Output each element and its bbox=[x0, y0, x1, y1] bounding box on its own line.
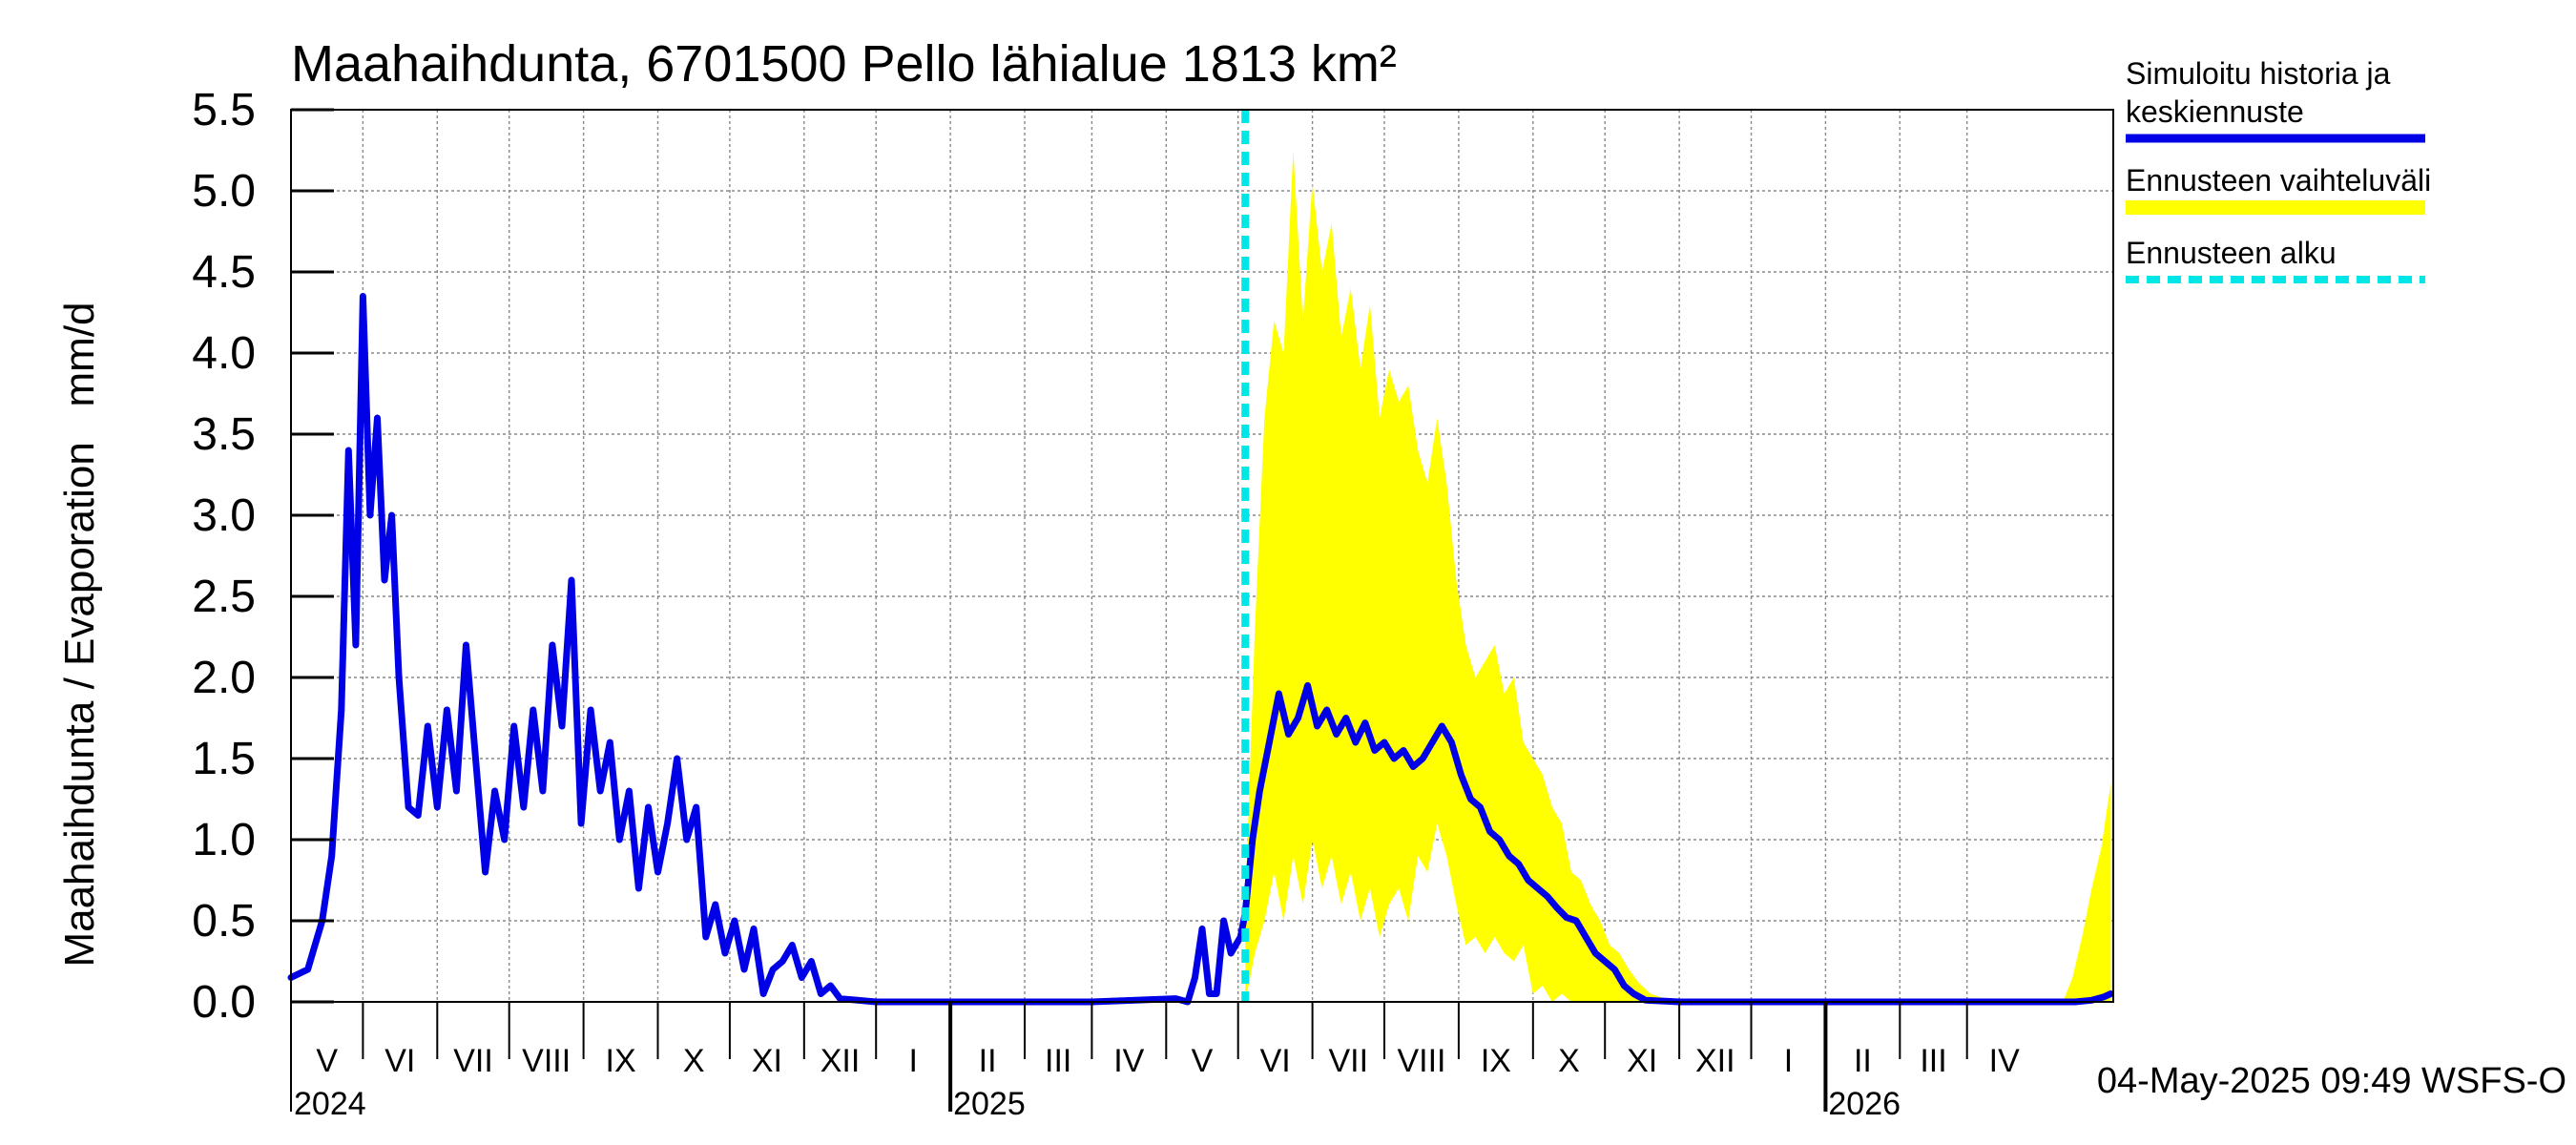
month-label: III bbox=[1920, 1043, 1946, 1079]
month-label: II bbox=[1854, 1043, 1872, 1079]
month-label: V bbox=[316, 1043, 338, 1079]
month-label: XI bbox=[752, 1043, 782, 1079]
y-tick-label: 3.0 bbox=[192, 490, 256, 541]
month-label: VII bbox=[453, 1043, 493, 1079]
year-label: 2026 bbox=[1828, 1086, 1901, 1122]
legend-label-simulated-line2: keskiennuste bbox=[2126, 94, 2304, 129]
y-tick-label: 0.0 bbox=[192, 977, 256, 1028]
year-label: 2024 bbox=[294, 1086, 366, 1122]
month-label: III bbox=[1045, 1043, 1071, 1079]
month-label: VII bbox=[1329, 1043, 1369, 1079]
month-label: XII bbox=[821, 1043, 861, 1079]
year-label: 2025 bbox=[953, 1086, 1026, 1122]
month-label: XI bbox=[1627, 1043, 1657, 1079]
month-label: VIII bbox=[1397, 1043, 1445, 1079]
y-axis: 0.0 0.5 1.0 1.5 2.0 2.5 3.0 3.5 4.0 4.5 5.0 5.5 bbox=[192, 85, 334, 1028]
y-tick-label: 1.5 bbox=[192, 734, 256, 784]
timestamp: 04-May-2025 09:49 WSFS-O bbox=[2097, 1061, 2566, 1101]
y-tick-label: 2.5 bbox=[192, 572, 256, 622]
y-tick-label: 0.5 bbox=[192, 896, 256, 947]
x-axis: V VI VII VIII IX X XI XII I II III IV V VI VII VIII IX X X… bbox=[290, 1002, 2020, 1122]
plot-frame bbox=[290, 109, 2114, 1003]
month-label: IX bbox=[1481, 1043, 1511, 1079]
month-label: IV bbox=[1989, 1043, 2020, 1079]
month-label: I bbox=[908, 1043, 917, 1079]
legend-label-range: Ennusteen vaihteluväli bbox=[2126, 163, 2431, 198]
legend-label-forecast-start: Ennusteen alku bbox=[2126, 236, 2337, 270]
legend-label-simulated: Simuloitu historia ja bbox=[2126, 56, 2391, 91]
month-label: I bbox=[1784, 1043, 1793, 1079]
month-label: VI bbox=[1260, 1043, 1291, 1079]
month-label: V bbox=[1192, 1043, 1214, 1079]
month-label: XII bbox=[1695, 1043, 1735, 1079]
month-label: X bbox=[683, 1043, 705, 1079]
month-label: VI bbox=[384, 1043, 415, 1079]
y-tick-label: 3.5 bbox=[192, 409, 256, 460]
month-label: VIII bbox=[522, 1043, 571, 1079]
legend-swatch-range-band bbox=[2126, 200, 2425, 215]
chart-title: Maahaihdunta, 6701500 Pello lähialue 181… bbox=[291, 35, 1397, 93]
forecast-range-area bbox=[1245, 150, 2111, 1002]
y-tick-label: 1.0 bbox=[192, 815, 256, 865]
plot-area bbox=[287, 109, 2114, 1006]
y-axis-label: Maahaihdunta / Evaporation mm/d bbox=[56, 302, 103, 967]
y-tick-label: 5.5 bbox=[192, 85, 256, 135]
month-label: IX bbox=[606, 1043, 636, 1079]
y-tick-label: 4.0 bbox=[192, 328, 256, 379]
y-tick-label: 5.0 bbox=[192, 166, 256, 217]
month-label: II bbox=[979, 1043, 997, 1079]
y-tick-label: 4.5 bbox=[192, 247, 256, 298]
y-tick-label: 2.0 bbox=[192, 653, 256, 703]
month-label: X bbox=[1558, 1043, 1580, 1079]
forecast-range-band bbox=[1245, 150, 2111, 1002]
month-label: IV bbox=[1113, 1043, 1144, 1079]
